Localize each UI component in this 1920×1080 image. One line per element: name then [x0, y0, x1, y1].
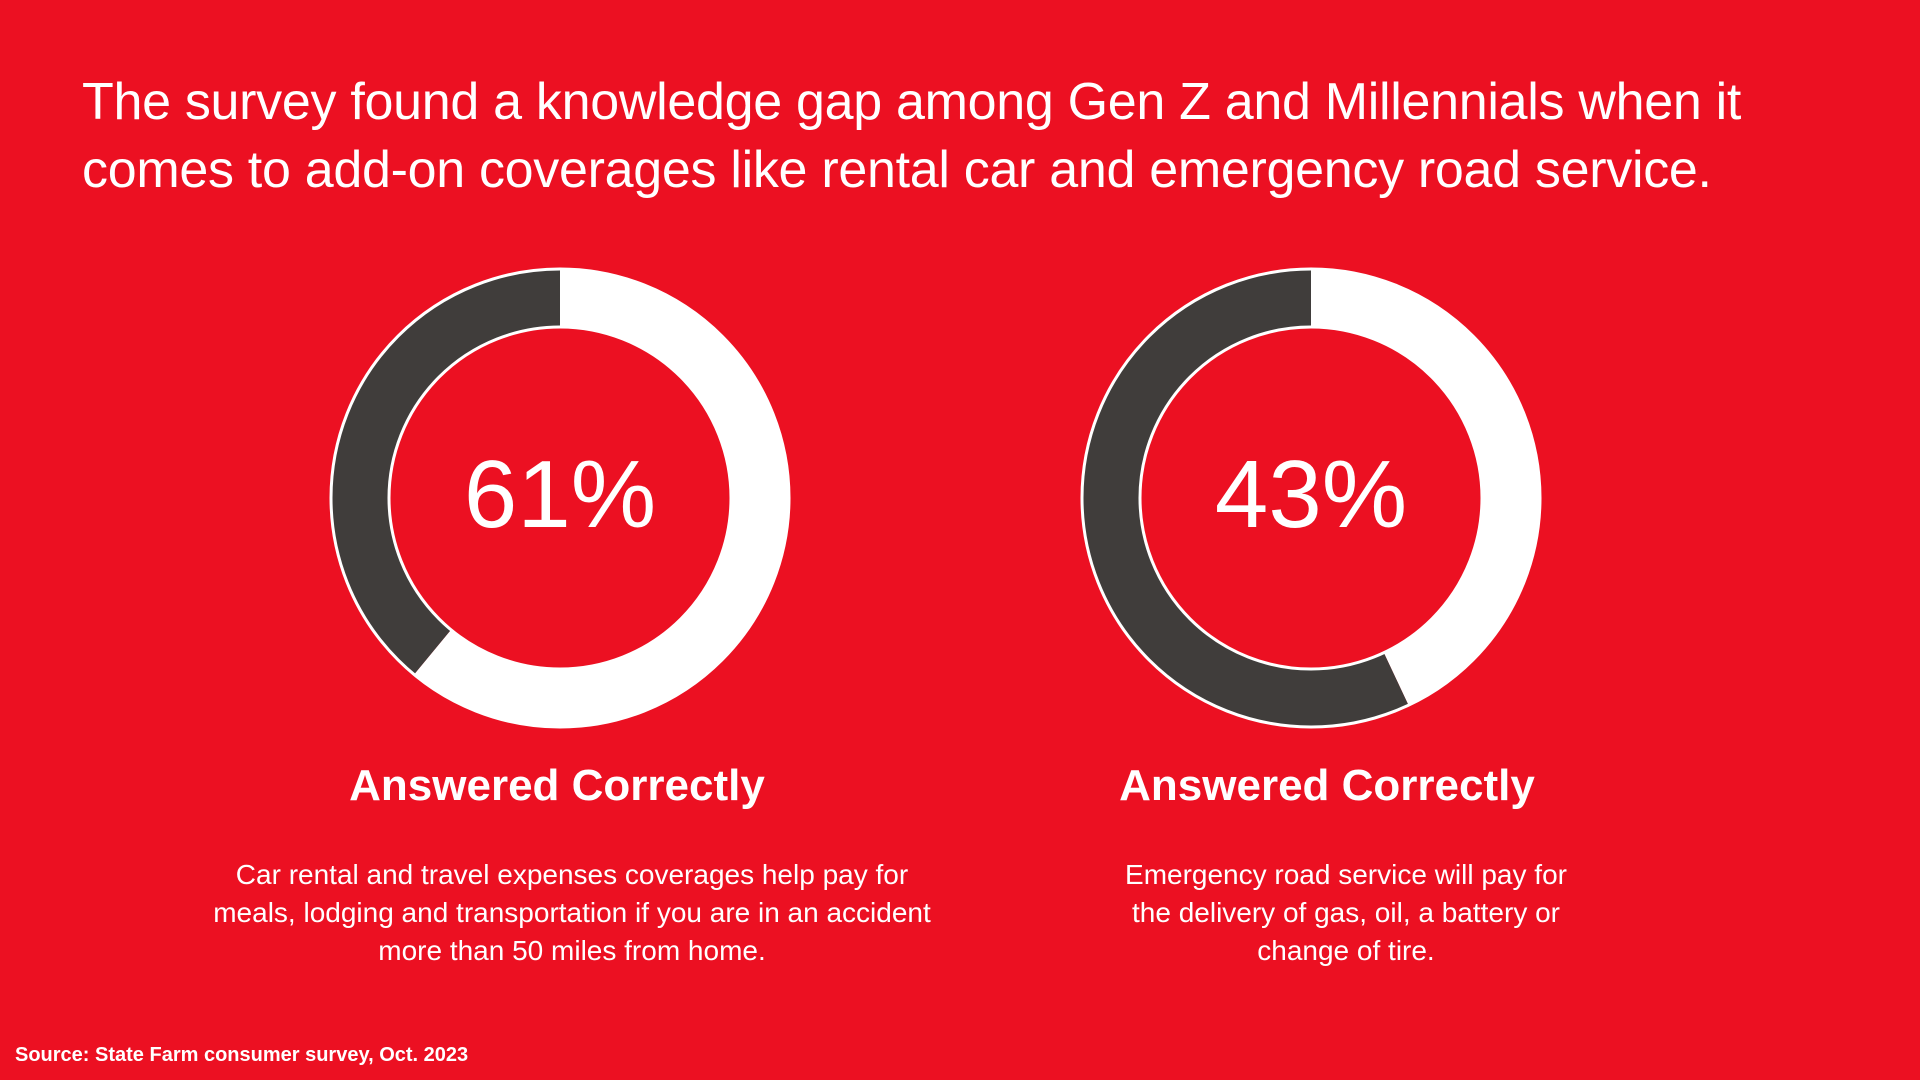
donut-2-inner-outline [1138, 325, 1484, 671]
donut-2-segment-correct [1311, 269, 1541, 706]
donut-2-percent: 43% [1214, 441, 1408, 548]
donut-1-outer-outline [329, 267, 791, 729]
donut-1-segment-remainder [331, 269, 560, 675]
donut-1-description: Car rental and travel expenses coverages… [213, 859, 931, 966]
page-title: The survey found a knowledge gap among G… [82, 73, 1742, 199]
donut-2-label: Answered Correctly [1119, 761, 1535, 810]
donut-1-percent: 61% [463, 441, 657, 548]
donut-1-segment-correct [414, 269, 789, 728]
donut-1-inner-outline [387, 325, 733, 671]
donut-1-label: Answered Correctly [349, 761, 765, 810]
source-note: Source: State Farm consumer survey, Oct.… [15, 1044, 469, 1066]
donut-2-description: Emergency road service will pay for the … [1125, 859, 1567, 966]
donut-2-segment-remainder [1082, 269, 1409, 727]
donut-2-outer-outline [1080, 267, 1542, 729]
